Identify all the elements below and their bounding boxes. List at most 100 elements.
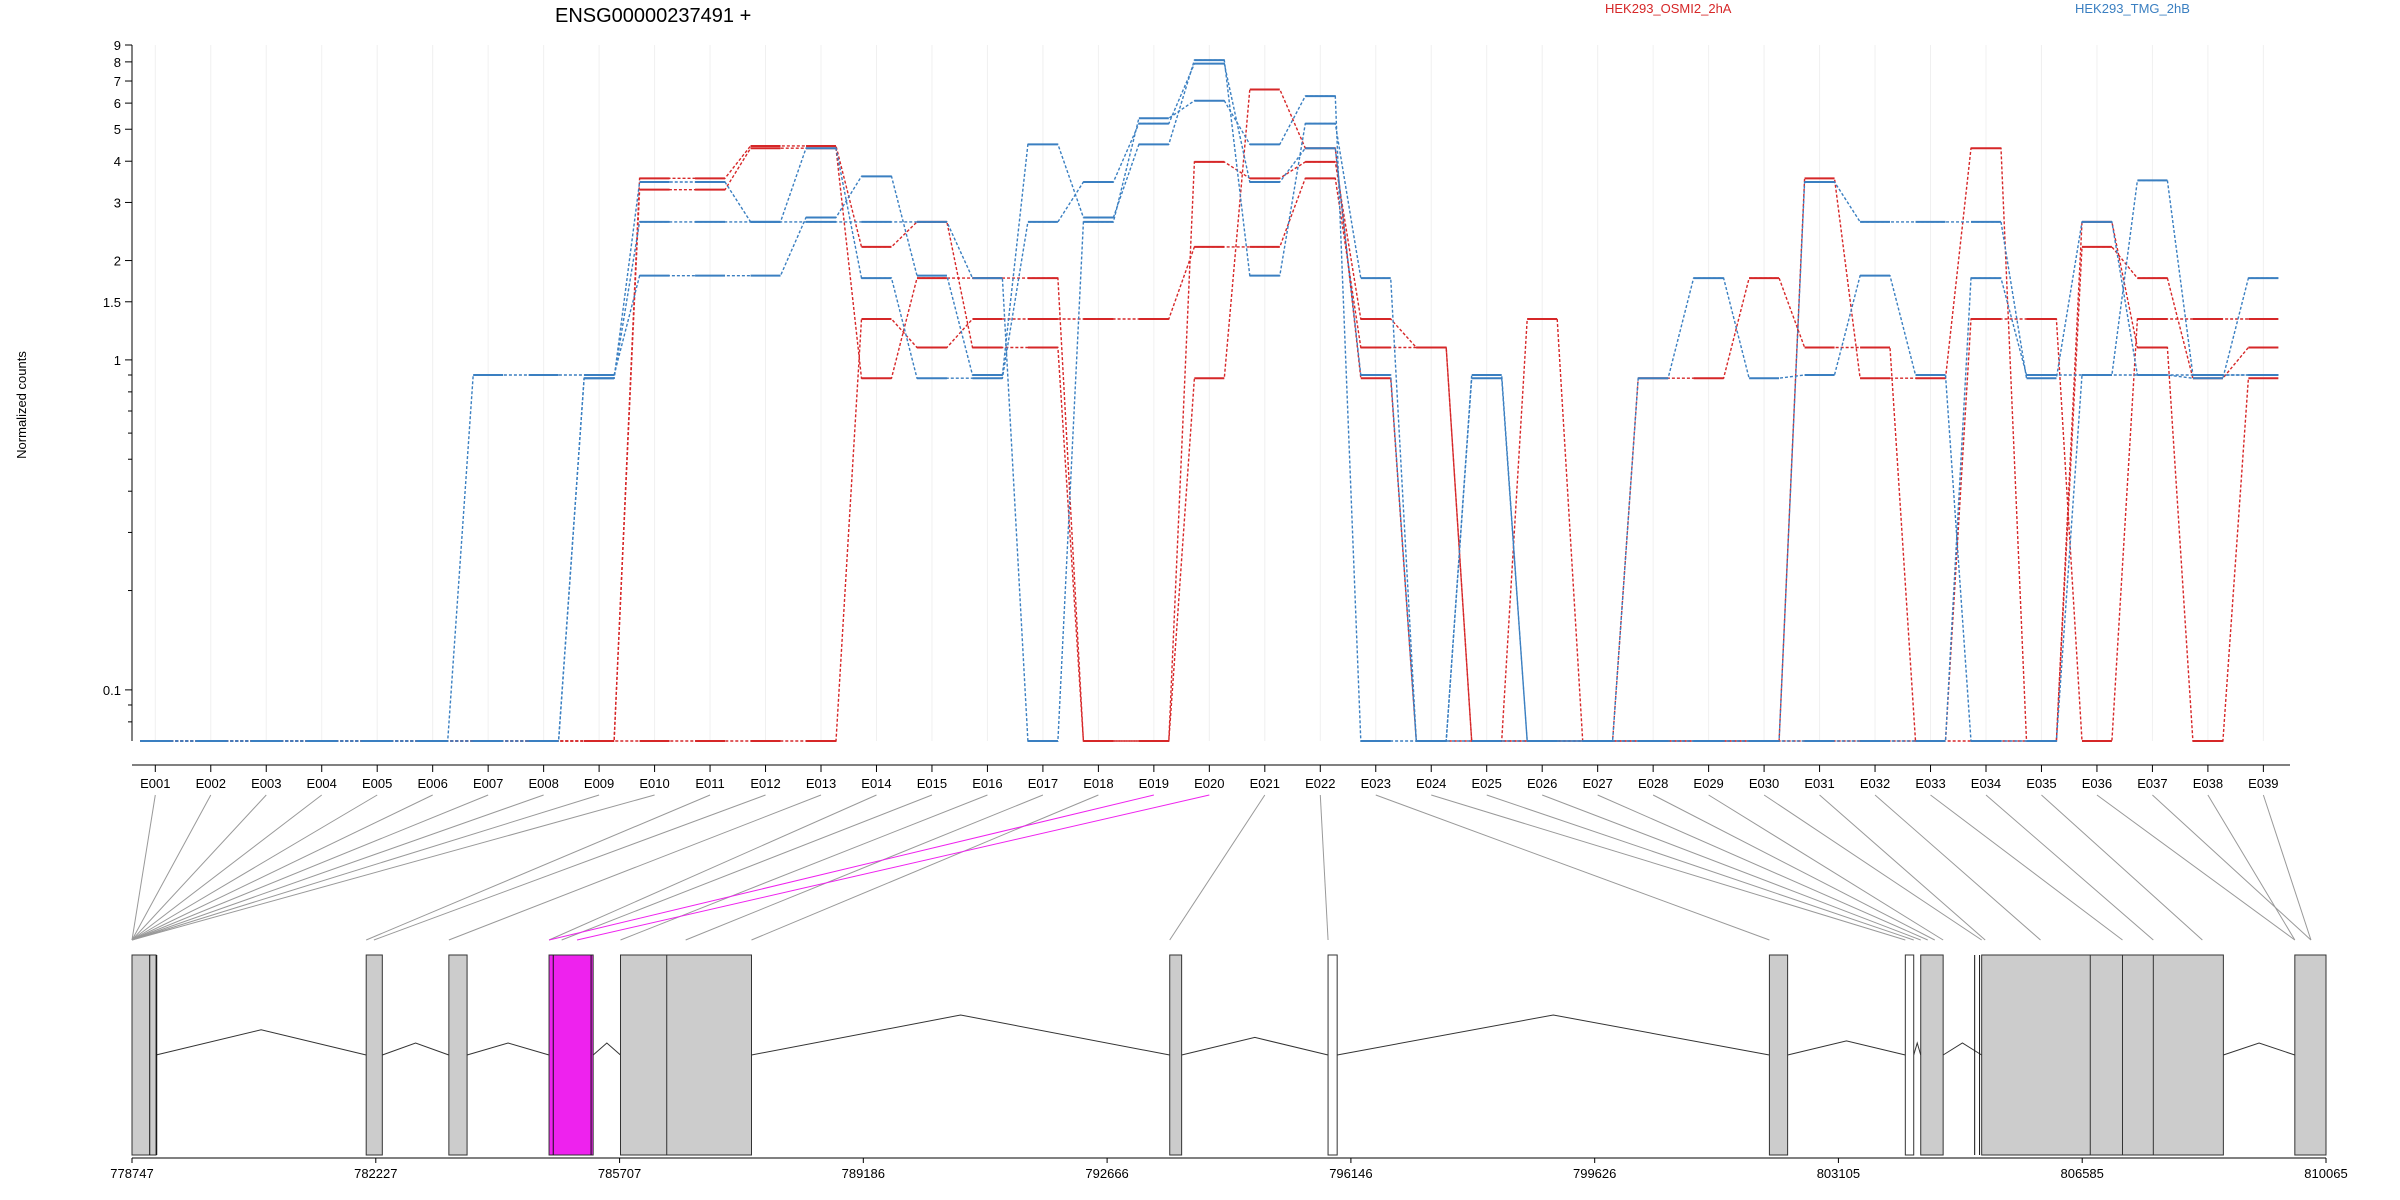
x-tick-label: E006: [417, 776, 447, 791]
exon-connector: [1375, 794, 1770, 941]
x-tick-label: E032: [1860, 776, 1890, 791]
exon-connector: [131, 794, 600, 941]
x-tick-label: E038: [2193, 776, 2223, 791]
exon-connector: [1486, 794, 1914, 941]
legend-entry-osmi2: HEK293_OSMI2_2hA: [1605, 1, 1732, 16]
x-tick-label: E017: [1028, 776, 1058, 791]
y-tick-label: 8: [114, 55, 121, 70]
exon-connector: [131, 794, 489, 941]
exon-block: [619, 954, 753, 1156]
exon-connector: [131, 794, 544, 941]
coordinate-tick-label: 803105: [1817, 1166, 1860, 1181]
chart-title: ENSG00000237491 +: [555, 5, 751, 27]
exon-connector: [576, 794, 1210, 941]
x-axis: E001 E002 E003 E004 E005 E006 E007 E008 E009 E010…: [132, 764, 2290, 791]
coordinate-tick-label: 810065: [2304, 1166, 2347, 1181]
intron-line: [1181, 1036, 1329, 1056]
x-tick-label: E009: [584, 776, 614, 791]
x-tick-label: E022: [1305, 776, 1335, 791]
exon-connector-lines: [131, 794, 2312, 941]
y-tick-label: 1: [114, 353, 121, 368]
exon-connector: [366, 794, 711, 941]
exon-connector: [448, 794, 822, 941]
y-tick-label: 6: [114, 96, 121, 111]
x-tick-label: E037: [2137, 776, 2167, 791]
exon-connector: [2041, 794, 2203, 941]
x-tick-label: E014: [861, 776, 891, 791]
x-tick-label: E004: [307, 776, 337, 791]
coordinate-tick-label: 799626: [1573, 1166, 1616, 1181]
exon-connector: [131, 794, 323, 941]
gene-model: [131, 954, 2327, 1156]
x-tick-label: E033: [1915, 776, 1945, 791]
x-tick-label: E011: [695, 776, 724, 791]
exon-connector: [1763, 794, 1982, 941]
x-tick-label: E030: [1749, 776, 1779, 791]
x-tick-label: E016: [972, 776, 1002, 791]
exon-connector: [131, 794, 378, 941]
exon-connector: [131, 794, 267, 941]
coordinate-tick-label: 782227: [354, 1166, 397, 1181]
exon-connector: [548, 794, 1154, 941]
exon-connector: [1708, 794, 1944, 941]
exon-connector: [131, 794, 655, 941]
y-tick-label: 5: [114, 122, 121, 137]
x-tick-label: E025: [1472, 776, 1502, 791]
x-tick-label: E034: [1971, 776, 2001, 791]
x-tick-label: E028: [1638, 776, 1668, 791]
exon-connector: [1431, 794, 1906, 941]
y-tick-label: 1.5: [103, 295, 121, 310]
x-tick-label: E021: [1250, 776, 1280, 791]
exon-block: [2294, 954, 2327, 1156]
x-tick-label: E008: [528, 776, 558, 791]
intron-line: [155, 1029, 367, 1056]
x-tick-label: E035: [2026, 776, 2056, 791]
exon-block: [1904, 954, 1915, 1156]
x-tick-label: E007: [473, 776, 503, 791]
exon-connector: [1874, 794, 2041, 941]
y-tick-label: 0.1: [103, 683, 121, 698]
y-tick-label: 7: [114, 74, 121, 89]
coordinate-tick-label: 806585: [2061, 1166, 2104, 1181]
exon-connector: [2262, 794, 2312, 941]
exon-connector: [1542, 794, 1921, 941]
exon-connector: [1169, 794, 1266, 941]
y-tick-label: 3: [114, 195, 121, 210]
exon-connector: [2152, 794, 2312, 941]
y-tick-label: 4: [114, 154, 121, 169]
exon-connector: [1930, 794, 2123, 941]
exon-block: [1768, 954, 1789, 1156]
exon-block: [1920, 954, 1944, 1156]
exon-connector: [131, 794, 212, 941]
exon-connector: [548, 794, 877, 941]
legend-entry-tmg: HEK293_TMG_2hB: [2075, 1, 2190, 16]
exon-block: [1327, 954, 1338, 1156]
exon-connector: [685, 794, 1044, 941]
exon-block: [448, 954, 468, 1156]
y-tick-label: 2: [114, 254, 121, 269]
x-tick-label: E018: [1083, 776, 1113, 791]
x-tick-label: E027: [1582, 776, 1612, 791]
x-tick-label: E015: [917, 776, 947, 791]
plot-area: [140, 45, 2279, 742]
y-axis-label: Normalized counts: [14, 351, 29, 459]
exon-connector: [373, 794, 766, 941]
intron-line: [1913, 1041, 1922, 1056]
intron-line: [751, 1014, 1170, 1056]
x-tick-label: E001: [140, 776, 170, 791]
exon-block: [365, 954, 383, 1156]
exon-block: [131, 954, 157, 1156]
coordinate-tick-label: 785707: [598, 1166, 641, 1181]
exon-connector: [2096, 794, 2296, 941]
x-tick-label: E012: [750, 776, 780, 791]
exon-connector: [2207, 794, 2296, 941]
x-tick-label: E002: [196, 776, 226, 791]
genomic-coordinate-axis: 778747 782227 785707 789186 792666 796146 7996…: [110, 1157, 2348, 1181]
x-tick-label: E026: [1527, 776, 1557, 791]
coordinate-tick-label: 778747: [110, 1166, 153, 1181]
exon-block: [548, 954, 594, 1156]
x-tick-label: E013: [806, 776, 836, 791]
x-tick-label: E019: [1139, 776, 1169, 791]
x-tick-label: E005: [362, 776, 392, 791]
coordinate-tick-label: 789186: [842, 1166, 885, 1181]
